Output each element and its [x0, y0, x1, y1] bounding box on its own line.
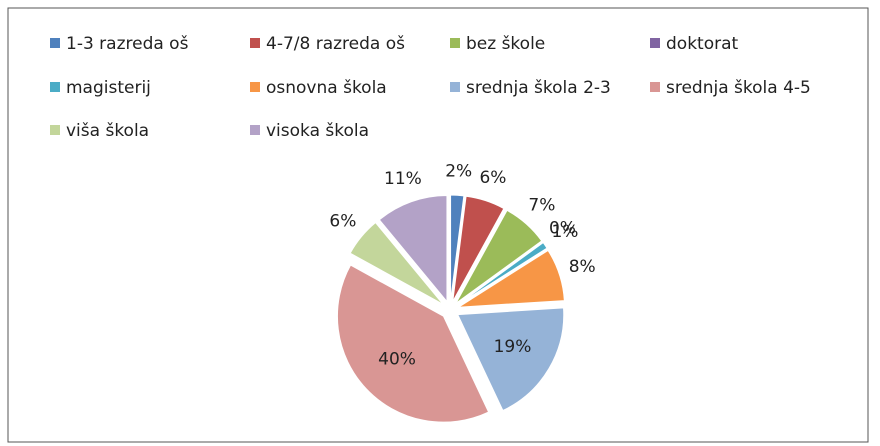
- legend-label: srednja škola 4-5: [666, 78, 811, 98]
- legend-label: viša škola: [66, 121, 149, 141]
- data-label: 40%: [378, 350, 416, 370]
- pie-slice: [457, 241, 548, 306]
- legend-marker: [650, 82, 660, 92]
- legend-marker: [250, 125, 260, 135]
- legend-marker: [650, 38, 660, 48]
- legend-label: 4-7/8 razreda oš: [266, 34, 405, 54]
- legend-marker: [250, 82, 260, 92]
- data-label: 11%: [384, 169, 422, 189]
- pie-slice: [336, 264, 490, 423]
- legend-label: visoka škola: [266, 121, 369, 141]
- legend-label: srednja škola 2-3: [466, 78, 611, 98]
- data-label: 19%: [494, 337, 532, 357]
- legend-marker: [450, 38, 460, 48]
- data-label: 8%: [569, 257, 596, 277]
- legend-marker: [450, 82, 460, 92]
- data-label: 1%: [551, 222, 578, 242]
- legend-label: 1-3 razreda oš: [66, 34, 189, 54]
- data-label: 2%: [445, 161, 472, 181]
- legend-label: doktorat: [666, 34, 739, 54]
- legend-label: magisterij: [66, 78, 151, 98]
- data-label: 7%: [528, 196, 555, 216]
- data-label: 6%: [329, 211, 356, 231]
- pie-slice: [456, 307, 565, 412]
- data-label: 0%: [549, 218, 576, 238]
- legend-marker: [50, 82, 60, 92]
- pie-slice: [378, 195, 448, 303]
- legend-label: bez škole: [466, 34, 545, 54]
- data-label: 6%: [479, 168, 506, 188]
- pie-slice: [452, 195, 505, 302]
- legend-marker: [250, 38, 260, 48]
- pie-slice: [450, 194, 465, 302]
- legend-marker: [50, 38, 60, 48]
- pie-slice: [455, 209, 543, 304]
- pie-slice: [349, 221, 444, 305]
- legend-label: osnovna škola: [266, 78, 387, 98]
- pie-slice: [458, 249, 565, 308]
- legend-marker: [50, 125, 60, 135]
